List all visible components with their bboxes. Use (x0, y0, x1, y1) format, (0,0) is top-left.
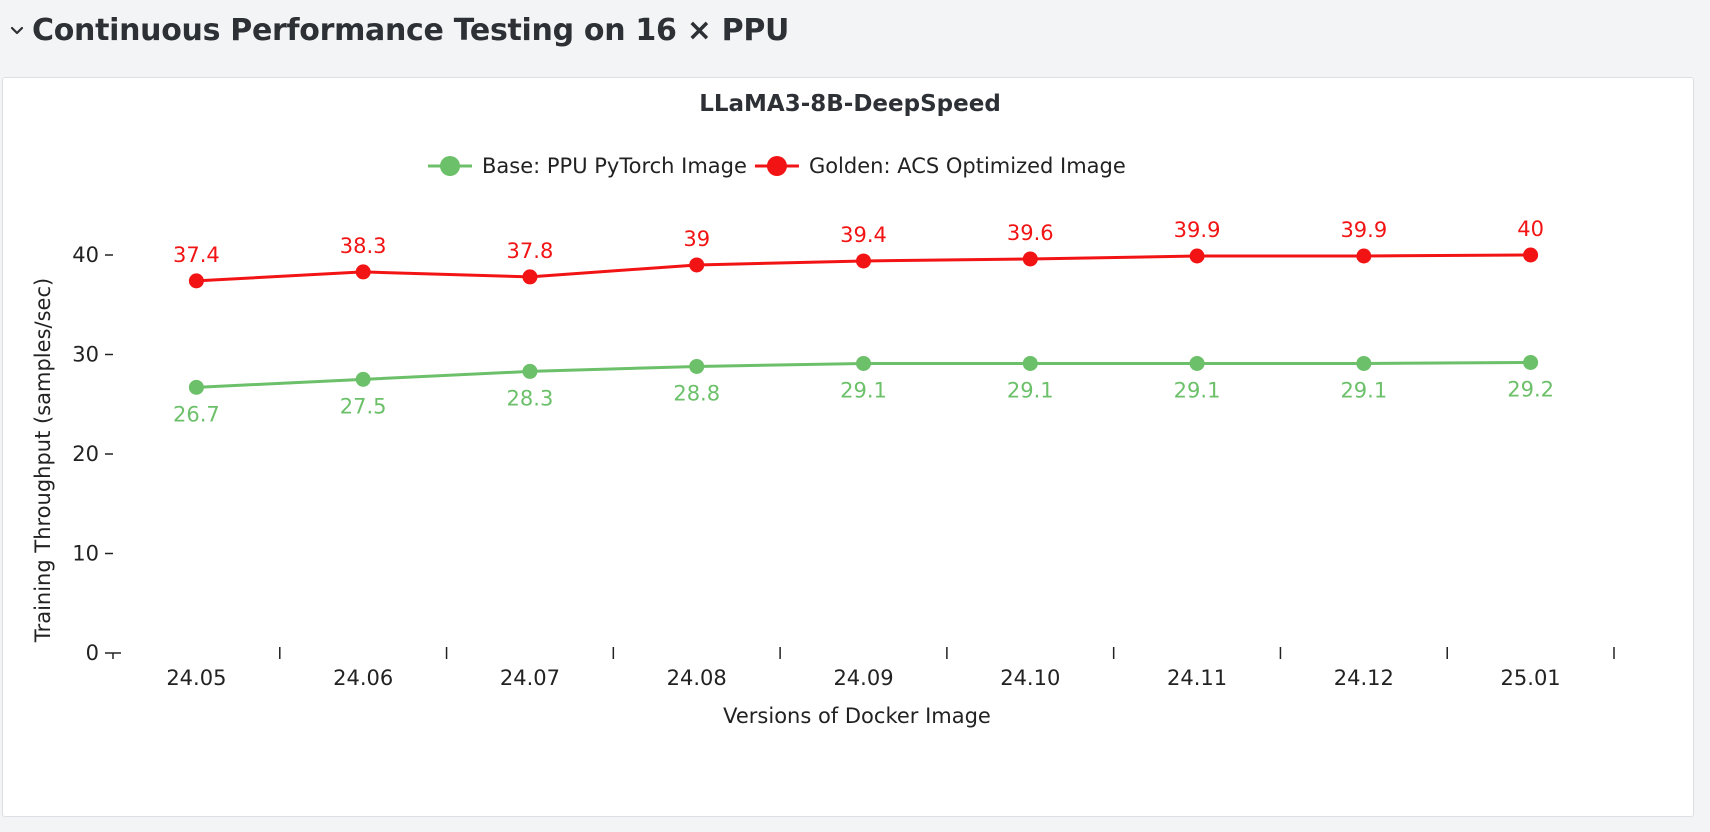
x-axis-label: Versions of Docker Image (723, 704, 991, 728)
data-label: 29.1 (1340, 378, 1387, 402)
data-label: 29.2 (1507, 377, 1554, 401)
data-point (856, 355, 871, 371)
data-label: 37.8 (507, 239, 554, 263)
data-label: 39.4 (840, 223, 887, 247)
data-point (1022, 355, 1038, 371)
data-point (1523, 247, 1539, 263)
legend-marker (766, 156, 787, 176)
x-tick-label: 24.10 (1000, 666, 1060, 690)
x-tick-label: 24.12 (1334, 666, 1394, 690)
series-layer: 26.7 27.5 28.3 28.8 29.1 29.1 29.1 29.1 29.2 37.4… (173, 217, 1554, 426)
data-label: 40 (1517, 217, 1544, 241)
section-header[interactable]: Continuous Performance Testing on 16 × P… (8, 8, 789, 52)
data-label: 37.4 (173, 243, 220, 267)
x-tick-label: 25.01 (1501, 666, 1561, 690)
y-axis: 0 10 20 30 40 (72, 243, 121, 665)
data-point (355, 264, 371, 280)
data-label: 28.3 (507, 386, 554, 410)
x-tick-label: 24.06 (333, 666, 393, 690)
data-label: 29.1 (1007, 378, 1054, 402)
y-tick-label: 30 (72, 343, 99, 367)
data-label: 39 (683, 227, 710, 251)
x-tick-label: 24.07 (500, 666, 560, 690)
data-label: 29.1 (1174, 378, 1221, 402)
chart-title: LLaMA3-8B-DeepSpeed (699, 91, 1001, 117)
chart-panel: LLaMA3-8B-DeepSpeed Base: PPU PyTorch Im… (2, 77, 1694, 817)
data-label: 38.3 (340, 234, 387, 258)
data-point (1523, 354, 1539, 370)
legend-marker (440, 156, 460, 176)
x-tick-label: 24.11 (1167, 666, 1227, 690)
y-tick-label: 0 (86, 641, 99, 665)
data-point (1189, 248, 1205, 264)
x-axis: 24.05 24.06 24.07 24.08 24.09 24.10 24.11 24.12… (166, 647, 1615, 690)
data-point (355, 371, 371, 387)
data-point (689, 257, 705, 273)
data-label: 39.9 (1340, 218, 1387, 242)
legend-entry-label: Base: PPU PyTorch Image (482, 154, 747, 178)
data-point (188, 273, 204, 289)
y-tick-label: 20 (72, 442, 99, 466)
x-tick-label: 24.09 (833, 666, 893, 690)
data-point (188, 379, 204, 395)
data-point (689, 358, 705, 374)
section-title: Continuous Performance Testing on 16 × P… (32, 12, 790, 48)
line-chart: LLaMA3-8B-DeepSpeed Base: PPU PyTorch Im… (31, 91, 1615, 728)
data-label: 39.6 (1007, 221, 1054, 245)
data-label: 26.7 (173, 402, 220, 426)
x-tick-label: 24.05 (166, 666, 226, 690)
data-point (1189, 355, 1205, 371)
data-point (1356, 248, 1372, 264)
legend-entry-label: Golden: ACS Optimized Image (809, 154, 1126, 178)
data-point (1022, 251, 1038, 267)
x-tick-label: 24.08 (667, 666, 727, 690)
y-axis-label: Training Throughput (samples/sec) (31, 278, 55, 643)
legend: Base: PPU PyTorch Image Golden: ACS Optim… (428, 154, 1126, 178)
data-point (856, 253, 871, 269)
data-point (522, 363, 538, 379)
data-point (1356, 355, 1372, 371)
data-label: 29.1 (840, 378, 887, 402)
data-label: 28.8 (673, 381, 720, 405)
y-tick-label: 10 (72, 542, 99, 566)
data-label: 27.5 (340, 394, 387, 418)
y-tick-label: 40 (72, 243, 99, 267)
data-label: 39.9 (1174, 218, 1221, 242)
chevron-down-icon[interactable] (8, 21, 26, 39)
data-point (522, 269, 538, 285)
